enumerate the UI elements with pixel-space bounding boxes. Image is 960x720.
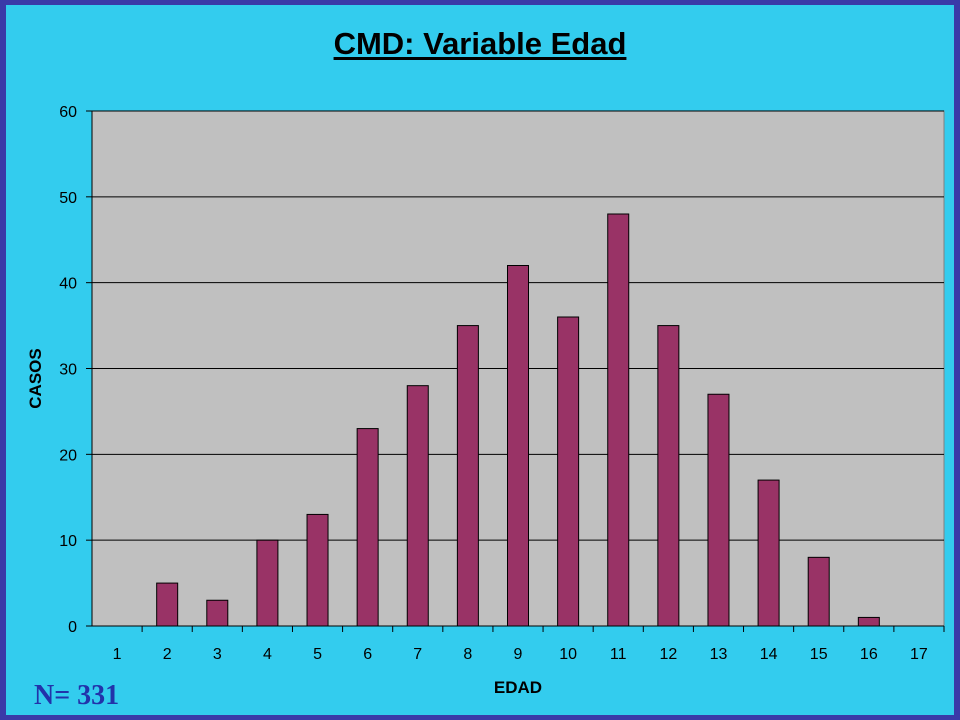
x-tick-label: 17 xyxy=(910,646,928,663)
bar-11 xyxy=(607,213,630,627)
bar-13 xyxy=(707,393,730,627)
bar-4 xyxy=(256,539,279,627)
bar-5 xyxy=(306,513,329,627)
bar-16 xyxy=(857,616,880,627)
x-tick-label: 6 xyxy=(363,646,372,663)
x-tick-label: 8 xyxy=(463,646,472,663)
x-tick-label: 5 xyxy=(313,646,322,663)
bar-6 xyxy=(356,428,379,627)
bar-8 xyxy=(456,325,479,627)
x-tick-label: 16 xyxy=(860,646,878,663)
sample-size-note: N= 331 xyxy=(34,680,120,711)
x-tick-label: 10 xyxy=(559,646,577,663)
y-tick-label: 20 xyxy=(59,447,77,464)
x-tick-label: 9 xyxy=(514,646,523,663)
x-tick-label: 15 xyxy=(810,646,828,663)
y-tick-label: 50 xyxy=(59,190,77,207)
bar-3 xyxy=(206,599,229,627)
y-tick-label: 40 xyxy=(59,276,77,293)
x-tick-label: 13 xyxy=(710,646,728,663)
bar-14 xyxy=(757,479,780,627)
y-tick-label: 10 xyxy=(59,533,77,550)
bar-12 xyxy=(657,325,680,627)
chart-title: CMD: Variable Edad xyxy=(333,26,627,61)
x-tick-label: 7 xyxy=(413,646,422,663)
bar-2 xyxy=(156,582,179,627)
x-axis-label: EDAD xyxy=(494,678,542,697)
x-tick-label: 1 xyxy=(113,646,122,663)
bar-15 xyxy=(807,556,830,627)
x-tick-label: 14 xyxy=(760,646,778,663)
x-tick-label: 3 xyxy=(213,646,222,663)
bar-10 xyxy=(557,316,580,627)
y-axis-label: CASOS xyxy=(26,348,45,408)
x-tick-label: 11 xyxy=(610,646,627,663)
y-tick-label: 30 xyxy=(59,362,77,379)
y-tick-label: 60 xyxy=(59,104,77,121)
x-tick-label: 2 xyxy=(163,646,172,663)
x-tick-label: 12 xyxy=(659,646,677,663)
bar-7 xyxy=(406,385,429,627)
x-tick-label: 4 xyxy=(263,646,272,663)
y-tick-label: 0 xyxy=(68,619,77,636)
bar-9 xyxy=(507,265,529,627)
